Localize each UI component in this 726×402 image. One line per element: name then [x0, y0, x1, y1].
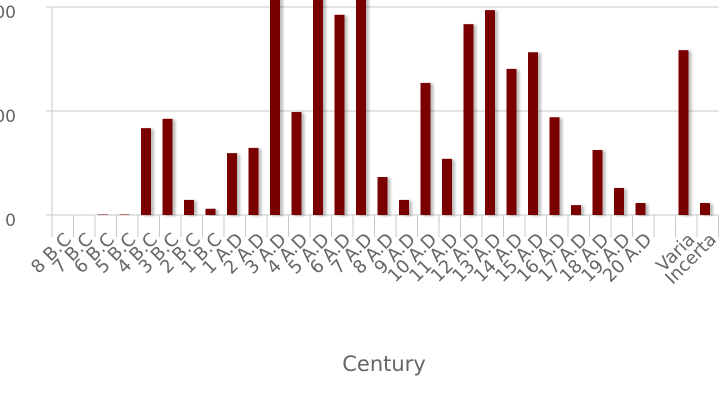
bar: [205, 208, 216, 215]
bar: [592, 150, 603, 215]
bar: [162, 118, 173, 215]
bar: [184, 199, 194, 215]
bar: [377, 177, 388, 215]
y-tick-label: 400: [0, 3, 16, 23]
bar: [485, 10, 495, 216]
bar: [227, 153, 237, 215]
bar: [291, 112, 302, 215]
bar: [635, 203, 646, 215]
bar: [313, 0, 323, 216]
bar: [141, 128, 151, 215]
bar: [614, 187, 624, 215]
bar: [463, 24, 474, 215]
bar: [571, 205, 581, 215]
bar: [119, 214, 130, 215]
bar: [270, 0, 280, 216]
bar: [506, 68, 517, 215]
bar: [700, 203, 710, 215]
bar: [334, 14, 345, 215]
bar: [420, 82, 431, 215]
bar: [442, 158, 452, 215]
bar: [528, 52, 538, 215]
y-tick-label: 200: [0, 107, 16, 127]
bar: [98, 214, 108, 215]
bar: [678, 50, 689, 215]
bar: [356, 0, 366, 216]
bar: [549, 117, 560, 215]
bar: [399, 199, 409, 215]
bar: [248, 147, 259, 215]
x-axis-title: Century: [342, 352, 426, 376]
y-tick-label: 0: [5, 211, 16, 231]
